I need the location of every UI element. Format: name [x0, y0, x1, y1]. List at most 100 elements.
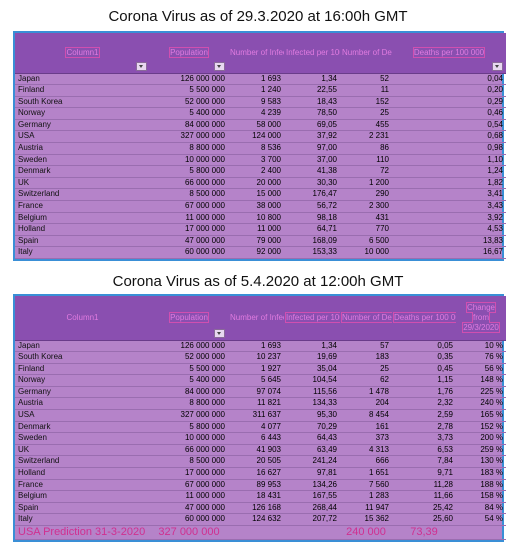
table-cell[interactable]: 9 583 — [228, 96, 284, 109]
country-cell[interactable]: Switzerland — [15, 455, 150, 469]
table-cell[interactable]: 0,98 — [392, 142, 506, 155]
prediction-label[interactable]: USA Prediction 31-3-2020 — [15, 525, 150, 540]
table-cell[interactable]: 58 000 — [228, 119, 284, 132]
table-cell[interactable]: 41 903 — [228, 444, 284, 457]
table-cell[interactable]: 64,71 — [284, 223, 340, 236]
table-cell[interactable]: 3,43 — [392, 200, 506, 213]
table-cell[interactable]: 259 % — [456, 444, 506, 457]
table-cell[interactable]: 1 927 — [228, 363, 284, 376]
table-cell[interactable]: 2 300 — [340, 200, 392, 213]
table-cell[interactable]: 4,53 — [392, 223, 506, 236]
sheet-table1[interactable]: Column1 Population Number of Infected In… — [13, 31, 506, 261]
table-cell[interactable]: 124 632 — [228, 513, 284, 526]
table-cell[interactable]: 1,24 — [392, 165, 506, 178]
table-cell[interactable]: 13,83 — [392, 235, 506, 248]
table-cell[interactable]: 37,92 — [284, 130, 340, 144]
table-cell[interactable]: 0,45 — [392, 363, 456, 376]
table-cell[interactable]: 9,71 — [392, 467, 456, 480]
country-cell[interactable]: South Korea — [15, 96, 150, 109]
table-cell[interactable]: 6 443 — [228, 432, 284, 445]
infected-per-100k-header[interactable]: Infected per 100 000 — [284, 33, 340, 74]
country-cell[interactable]: Austria — [15, 397, 150, 411]
table-cell[interactable]: 5 500 000 — [150, 84, 228, 97]
table-cell[interactable]: 92 000 — [228, 246, 284, 259]
column1-header[interactable]: Column1 — [15, 33, 150, 74]
table-cell[interactable]: 11,66 — [392, 490, 456, 503]
table-cell[interactable]: 4 077 — [228, 421, 284, 434]
table-cell[interactable]: 1,34 — [284, 340, 340, 353]
country-cell[interactable]: Japan — [15, 73, 150, 86]
country-cell[interactable]: USA — [15, 409, 150, 422]
table-cell[interactable]: 76 % — [456, 351, 506, 364]
table-cell[interactable]: 67 000 000 — [150, 200, 228, 213]
table-cell[interactable]: 373 — [340, 432, 392, 445]
country-cell[interactable]: Belgium — [15, 490, 150, 503]
table-cell[interactable]: 84 000 000 — [150, 386, 228, 399]
prediction-cell[interactable]: 73,39 — [392, 525, 456, 540]
country-cell[interactable]: Germany — [15, 119, 150, 132]
table-cell[interactable]: 327 000 000 — [150, 130, 228, 144]
table-cell[interactable]: 152 — [340, 96, 392, 109]
table-cell[interactable]: 1 651 — [340, 467, 392, 480]
table-cell[interactable]: 110 — [340, 154, 392, 167]
table-cell[interactable]: 25 — [340, 363, 392, 376]
table-cell[interactable]: 17 000 000 — [150, 467, 228, 480]
table-cell[interactable]: 66 000 000 — [150, 444, 228, 457]
country-cell[interactable]: UK — [15, 177, 150, 190]
table-cell[interactable]: 20 000 — [228, 177, 284, 190]
table-cell[interactable]: 57 — [340, 340, 392, 353]
table-cell[interactable]: 134,33 — [284, 397, 340, 411]
table-cell[interactable]: 115,56 — [284, 386, 340, 399]
table-cell[interactable]: 455 — [340, 119, 392, 132]
country-cell[interactable]: Denmark — [15, 421, 150, 434]
table-cell[interactable]: 3,92 — [392, 212, 506, 225]
table-cell[interactable]: 98,18 — [284, 212, 340, 225]
infected-per-100k-header[interactable]: Infected per 100 000 — [284, 296, 340, 341]
column1-header[interactable]: Column1 — [15, 296, 150, 341]
table-cell[interactable]: 148 % — [456, 374, 506, 387]
table-cell[interactable]: 1,15 — [392, 374, 456, 387]
table-cell[interactable]: 0,05 — [392, 340, 456, 353]
country-cell[interactable]: Denmark — [15, 165, 150, 178]
table-cell[interactable]: 152 % — [456, 421, 506, 434]
table-cell[interactable]: 153,33 — [284, 246, 340, 259]
table-cell[interactable]: 37,00 — [284, 154, 340, 167]
table-cell[interactable]: 54 % — [456, 513, 506, 526]
table-cell[interactable]: 11,28 — [392, 479, 456, 492]
change-header[interactable]: Change from 29/3/2020 — [456, 296, 506, 341]
filter-dropdown-icon[interactable] — [214, 328, 225, 338]
table-cell[interactable]: 22,55 — [284, 84, 340, 97]
table-cell[interactable]: 327 000 000 — [150, 409, 228, 422]
country-cell[interactable]: Italy — [15, 513, 150, 526]
country-cell[interactable]: South Korea — [15, 351, 150, 364]
table-cell[interactable]: 8 800 000 — [150, 142, 228, 155]
sort-ascending-icon[interactable] — [492, 61, 503, 71]
table-cell[interactable]: 2,59 — [392, 409, 456, 422]
table-cell[interactable]: 5 645 — [228, 374, 284, 387]
infected-header[interactable]: Number of Infected — [228, 33, 284, 74]
table-cell[interactable]: 1 200 — [340, 177, 392, 190]
table-cell[interactable]: 3,73 — [392, 432, 456, 445]
table-cell[interactable]: 1 283 — [340, 490, 392, 503]
table-cell[interactable]: 25,60 — [392, 513, 456, 526]
table-cell[interactable]: 10 000 000 — [150, 432, 228, 445]
table-cell[interactable]: 66 000 000 — [150, 177, 228, 190]
table-cell[interactable]: 72 — [340, 165, 392, 178]
table-cell[interactable]: 20 505 — [228, 455, 284, 469]
table-cell[interactable]: 3 700 — [228, 154, 284, 167]
table-cell[interactable]: 10 000 000 — [150, 154, 228, 167]
table-cell[interactable]: 84 000 000 — [150, 119, 228, 132]
table-cell[interactable]: 97,81 — [284, 467, 340, 480]
country-cell[interactable]: Norway — [15, 107, 150, 120]
table-cell[interactable]: 95,30 — [284, 409, 340, 422]
table-cell[interactable]: 1,82 — [392, 177, 506, 190]
country-cell[interactable]: Holland — [15, 223, 150, 236]
table-cell[interactable]: 225 % — [456, 386, 506, 399]
table-cell[interactable]: 18 431 — [228, 490, 284, 503]
table-cell[interactable]: 770 — [340, 223, 392, 236]
table-cell[interactable]: 6 500 — [340, 235, 392, 248]
population-header[interactable]: Population — [150, 33, 228, 74]
table-cell[interactable]: 19,69 — [284, 351, 340, 364]
table-cell[interactable]: 4 239 — [228, 107, 284, 120]
country-cell[interactable]: USA — [15, 130, 150, 144]
